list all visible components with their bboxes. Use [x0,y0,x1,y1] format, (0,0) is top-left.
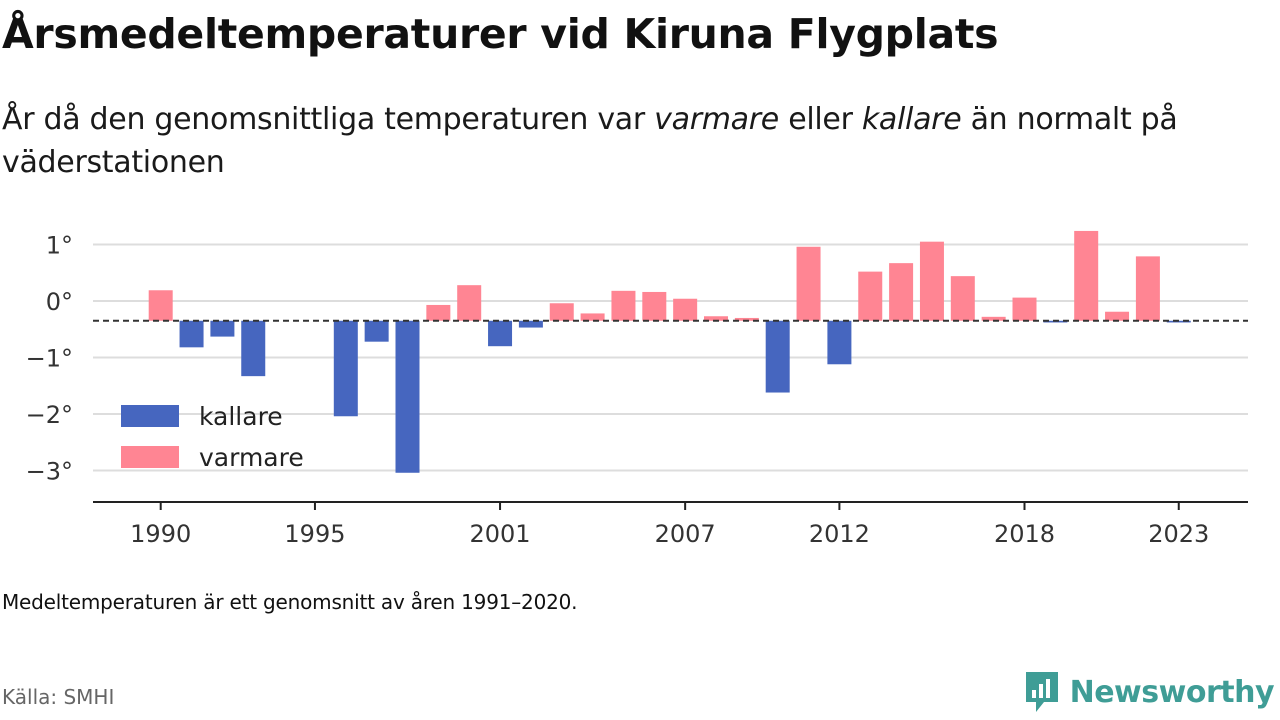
y-tick-label: −2° [26,401,73,429]
bar-kallare [488,320,513,347]
bar-varmare [704,316,728,321]
bar-varmare [611,290,636,321]
bar-varmare [673,298,698,321]
bar-kallare [364,320,389,342]
y-tick-label: −3° [26,458,73,486]
bar-kallare [395,320,420,473]
subtitle-text-1: År då den genomsnittliga temperaturen va… [2,102,655,137]
bar-varmare [580,313,605,321]
footnote: Medeltemperaturen är ett genomsnitt av å… [2,590,578,614]
bar-varmare [858,271,883,321]
bar-varmare [642,291,667,321]
chart-subtitle: År då den genomsnittliga temperaturen va… [2,98,1262,184]
gridlines [93,243,1248,472]
subtitle-emphasis-warmer: varmare [654,102,779,137]
bar-kallare [179,320,204,348]
bar-kallare [210,320,235,337]
newsworthy-logo-icon [1025,672,1058,712]
y-tick-label: 1° [46,232,73,260]
bar-varmare [919,241,944,321]
y-tick-label: 0° [46,288,73,316]
bar-varmare [981,316,1006,321]
x-tick-label: 2018 [994,520,1055,548]
bar-varmare [549,303,574,321]
bars [148,230,1191,473]
subtitle-emphasis-colder: kallare [861,102,962,137]
x-tick-label: 1990 [130,520,191,548]
legend-label-kallare: kallare [199,402,283,431]
x-tick-label: 2001 [470,520,531,548]
bar-kallare [241,320,266,377]
legend-label-varmare: varmare [199,443,304,472]
bar-varmare [1135,256,1160,321]
bar-varmare [889,263,914,321]
x-tick-label: 1995 [284,520,345,548]
x-tick-label: 2007 [655,520,716,548]
legend-swatch-kallare [121,405,179,427]
source-label: Källa: SMHI [2,685,115,709]
y-axis-labels: 1° 0° −1° −2° −3° [26,232,73,486]
x-axis-labels: 1990 1995 2001 2007 2012 2018 2023 [130,502,1209,548]
bar-varmare [796,246,821,321]
legend: kallare varmare [121,402,304,472]
bar-varmare [426,304,451,321]
bar-varmare [1105,311,1130,321]
bar-varmare [1012,297,1037,321]
x-tick-label: 2012 [809,520,870,548]
bar-kallare [765,320,790,393]
bar-kallare [827,320,852,365]
newsworthy-logo: Newsworthy [1024,670,1275,714]
bar-varmare [734,317,759,321]
bar-varmare [457,285,482,321]
legend-swatch-varmare [121,446,179,468]
chart-title: Årsmedeltemperaturer vid Kiruna Flygplat… [2,10,999,58]
bar-kallare [333,320,358,417]
bar-varmare [950,276,975,321]
bar-kallare [518,320,543,328]
bar-varmare [1074,230,1099,321]
bar-varmare [148,290,173,321]
subtitle-text-2: eller [778,102,862,137]
x-tick-label: 2023 [1148,520,1209,548]
y-tick-label: −1° [26,345,73,373]
brand-name: Newsworthy [1069,674,1275,710]
temperature-bar-chart: 1° 0° −1° −2° −3° 1990 1995 2001 2007 2012 2018 20… [26,230,1248,548]
subtitle-text-3: än normalt på väderstationen [2,102,1178,180]
